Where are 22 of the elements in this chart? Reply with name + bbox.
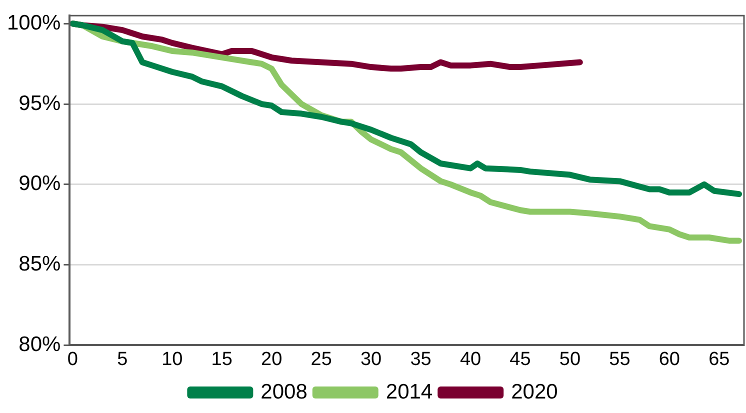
y-tick-label: 80% (18, 332, 61, 356)
legend-label: 2014 (386, 380, 433, 404)
x-tick-label: 20 (261, 348, 282, 370)
y-tick-label: 95% (18, 92, 61, 115)
legend-label: 2020 (511, 380, 558, 404)
x-tick-label: 25 (310, 348, 332, 370)
x-tick-label: 65 (708, 348, 730, 370)
x-tick-label: 15 (211, 348, 232, 370)
x-tick-label: 45 (510, 348, 531, 370)
x-tick-label: 30 (360, 348, 382, 370)
x-tick-label: 50 (559, 348, 581, 370)
x-tick-label: 35 (410, 348, 432, 370)
x-tick-label: 0 (67, 348, 78, 370)
x-tick-label: 10 (162, 348, 183, 370)
x-tick-label: 5 (117, 348, 128, 370)
y-tick-label: 90% (18, 172, 61, 196)
y-tick-label: 100% (6, 11, 61, 34)
y-tick-label: 85% (18, 252, 61, 276)
x-tick-label: 60 (658, 348, 680, 370)
x-tick-label: 40 (460, 348, 482, 370)
x-tick-label: 55 (609, 348, 630, 370)
legend-label: 2008 (260, 380, 308, 404)
